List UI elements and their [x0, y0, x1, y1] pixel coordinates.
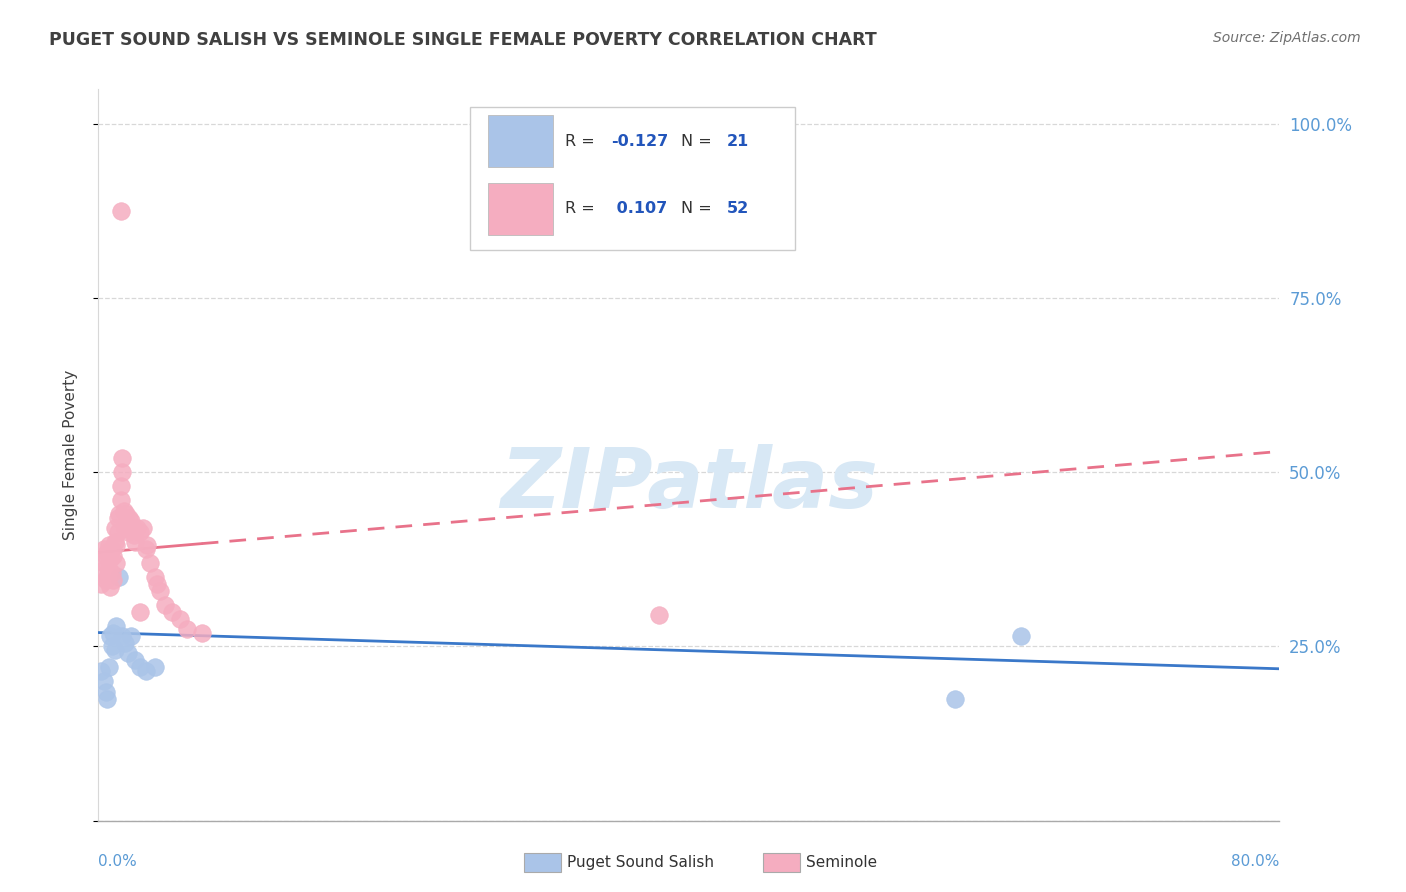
Point — [94, 685, 117, 699]
Point — [108, 570, 131, 584]
Point — [110, 479, 132, 493]
Point — [111, 451, 134, 466]
Point — [117, 647, 139, 661]
Text: 21: 21 — [727, 134, 749, 149]
Text: R =: R = — [565, 134, 600, 149]
Point — [120, 629, 142, 643]
Point — [111, 466, 134, 480]
Point — [135, 664, 157, 678]
Point — [111, 629, 134, 643]
Point — [110, 493, 132, 508]
Point — [96, 545, 118, 559]
Text: N =: N = — [681, 201, 717, 216]
Point — [124, 535, 146, 549]
Point — [97, 539, 120, 553]
Point — [124, 653, 146, 667]
Text: 0.0%: 0.0% — [98, 854, 138, 869]
Point — [191, 625, 214, 640]
Point — [104, 535, 127, 549]
Point — [176, 622, 198, 636]
Point — [93, 541, 115, 556]
Text: R =: R = — [565, 201, 600, 216]
Point — [122, 528, 145, 542]
Point — [139, 556, 162, 570]
Point — [98, 580, 121, 594]
Point — [128, 660, 150, 674]
Point — [117, 524, 139, 539]
Point — [105, 618, 128, 632]
Point — [943, 691, 966, 706]
Point — [118, 510, 141, 524]
Point — [105, 556, 128, 570]
Point — [96, 570, 118, 584]
Point — [100, 541, 122, 556]
Point — [136, 539, 159, 553]
Point — [132, 521, 155, 535]
Point — [94, 549, 117, 563]
Point — [98, 552, 121, 566]
Point — [169, 612, 191, 626]
Point — [153, 598, 176, 612]
Point — [90, 576, 112, 591]
Point — [112, 503, 135, 517]
Point — [125, 521, 148, 535]
Point — [648, 608, 671, 623]
FancyBboxPatch shape — [488, 183, 553, 235]
Point — [120, 514, 142, 528]
Text: 0.107: 0.107 — [612, 201, 668, 216]
Point — [162, 605, 183, 619]
Point — [103, 625, 125, 640]
Text: Source: ZipAtlas.com: Source: ZipAtlas.com — [1213, 31, 1361, 45]
Point — [90, 664, 112, 678]
FancyBboxPatch shape — [471, 107, 796, 250]
Text: 52: 52 — [727, 201, 749, 216]
Text: Puget Sound Salish: Puget Sound Salish — [567, 855, 714, 870]
Point — [143, 570, 166, 584]
Point — [93, 674, 115, 689]
Point — [114, 521, 136, 535]
Point — [97, 660, 120, 674]
Point — [114, 636, 136, 650]
Point — [149, 583, 172, 598]
Point — [91, 563, 114, 577]
Point — [107, 510, 129, 524]
Point — [115, 507, 138, 521]
Text: N =: N = — [681, 134, 717, 149]
Text: PUGET SOUND SALISH VS SEMINOLE SINGLE FEMALE POVERTY CORRELATION CHART: PUGET SOUND SALISH VS SEMINOLE SINGLE FE… — [49, 31, 877, 49]
Point — [146, 576, 169, 591]
Text: Seminole: Seminole — [806, 855, 877, 870]
Point — [105, 539, 128, 553]
Point — [103, 549, 125, 563]
Point — [103, 574, 125, 588]
Point — [104, 643, 127, 657]
Text: -0.127: -0.127 — [612, 134, 668, 149]
Point — [98, 629, 121, 643]
Y-axis label: Single Female Poverty: Single Female Poverty — [63, 370, 77, 540]
Point — [96, 691, 118, 706]
Point — [110, 204, 132, 219]
Point — [100, 640, 122, 654]
Point — [107, 524, 129, 539]
Point — [108, 507, 131, 521]
Point — [100, 566, 122, 581]
FancyBboxPatch shape — [488, 115, 553, 168]
Point — [93, 556, 115, 570]
Point — [128, 524, 150, 539]
Text: ZIPatlas: ZIPatlas — [501, 443, 877, 524]
Point — [1010, 629, 1032, 643]
Point — [135, 541, 157, 556]
Point — [104, 521, 127, 535]
Point — [94, 574, 117, 588]
Text: 80.0%: 80.0% — [1232, 854, 1279, 869]
Point — [97, 563, 120, 577]
Point — [143, 660, 166, 674]
Point — [128, 605, 150, 619]
